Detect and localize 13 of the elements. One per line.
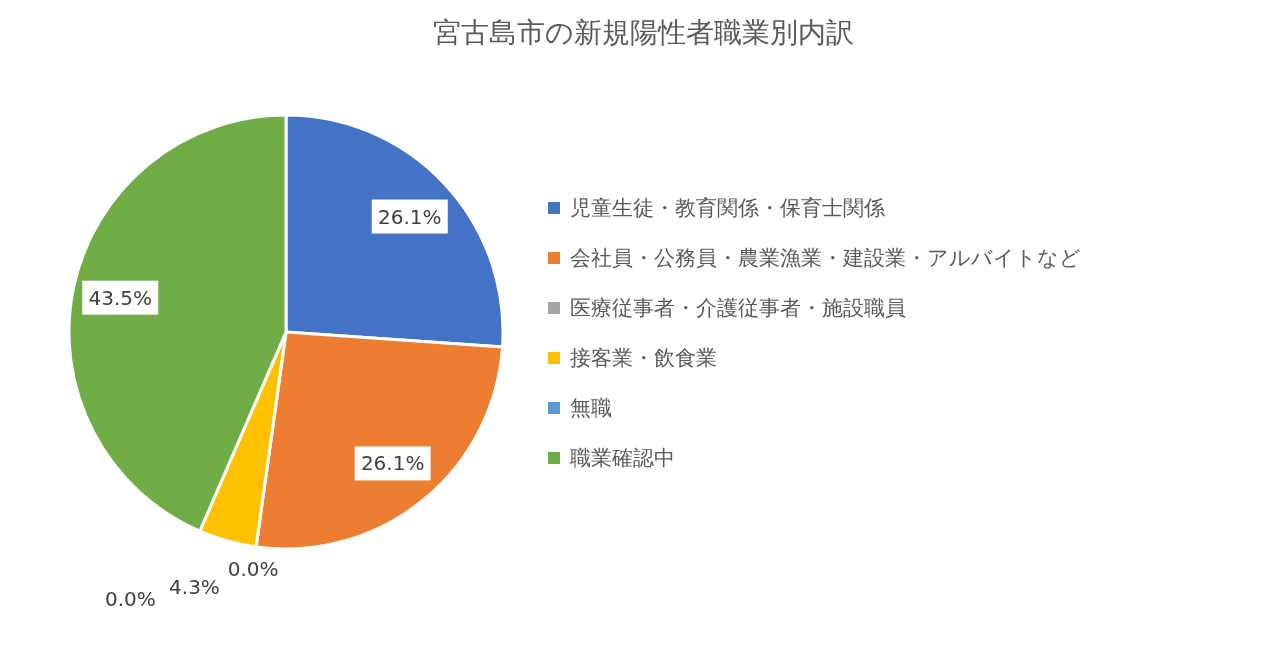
chart-title: 宮古島市の新規陽性者職業別内訳 <box>431 15 855 51</box>
data-label: 43.5% <box>88 285 153 310</box>
legend-label: 職業確認中 <box>570 445 675 472</box>
data-label: 4.3% <box>169 575 220 600</box>
legend-label: 会社員・公務員・農業漁業・建設業・アルバイトなど <box>570 245 1081 272</box>
legend-label: 無職 <box>570 395 612 422</box>
legend-label: 接客業・飲食業 <box>570 345 717 372</box>
data-label: 26.1% <box>377 204 442 229</box>
legend-label: 医療従事者・介護従事者・施設職員 <box>570 295 906 322</box>
data-label: 26.1% <box>360 451 425 476</box>
text: 0.0% <box>227 556 279 581</box>
text: 0.0% <box>105 587 156 612</box>
legend-label: 児童生徒・教育関係・保育士関係 <box>570 195 885 222</box>
